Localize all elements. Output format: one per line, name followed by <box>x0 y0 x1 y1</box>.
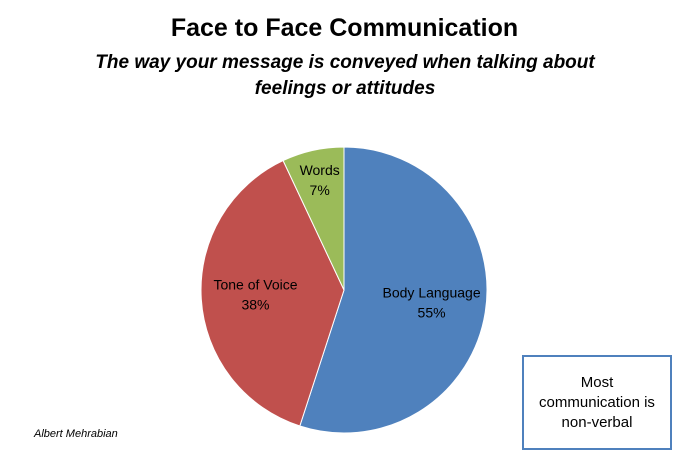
pie-slice <box>282 146 345 291</box>
pie-slice <box>299 146 488 434</box>
chart-title: Face to Face Communication <box>170 14 519 42</box>
slice-label: Words <box>300 162 340 178</box>
slice-value-label: 55% <box>418 305 446 321</box>
callout-box: Most communication is non-verbal <box>522 355 672 450</box>
pie-slice <box>200 159 345 427</box>
slice-label: Body Language <box>383 285 481 301</box>
slice-value-label: 38% <box>241 296 269 312</box>
chart-subtitle: The way your message is conveyed when ta… <box>95 52 595 99</box>
slice-label: Tone of Voice <box>213 276 297 292</box>
source-note: Albert Mehrabian <box>34 428 118 440</box>
callout-text: Most communication is non-verbal <box>539 373 655 431</box>
slice-value-label: 7% <box>310 182 330 198</box>
